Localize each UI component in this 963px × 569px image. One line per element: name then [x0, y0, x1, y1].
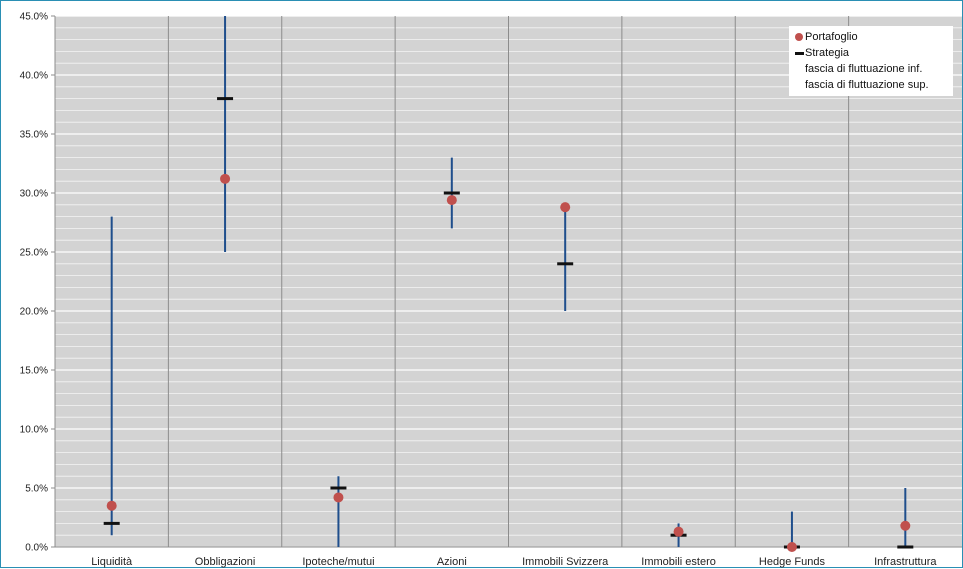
strategia-marker [557, 262, 574, 266]
legend-label: fascia di fluttuazione inf. [805, 63, 923, 75]
strategia-marker [897, 545, 914, 549]
legend-entry-fascia-inf: fascia di fluttuazione inf. [793, 61, 949, 77]
chart-legend: Portafoglio Strategia fascia di fluttuaz… [789, 26, 953, 96]
x-category-label: Hedge Funds [759, 556, 826, 568]
y-tick-label: 35.0% [20, 130, 48, 141]
portafoglio-point [220, 173, 231, 184]
y-tick-label: 0.0% [25, 543, 48, 554]
y-tick-label: 20.0% [20, 307, 48, 318]
portafoglio-point [333, 492, 344, 503]
legend-entry-fascia-sup: fascia di fluttuazione sup. [793, 77, 949, 93]
strategia-marker [330, 486, 347, 490]
x-category-label: Obbligazioni [195, 556, 256, 568]
legend-dot-marker [793, 33, 805, 41]
strategia-marker [443, 191, 460, 195]
portafoglio-point [560, 202, 571, 213]
x-category-label: Ipoteche/mutui [302, 556, 374, 568]
x-category-label: Azioni [437, 556, 467, 568]
legend-label: Strategia [805, 47, 850, 59]
y-tick-label: 15.0% [20, 366, 48, 377]
portafoglio-point [106, 500, 117, 511]
portafoglio-point [673, 526, 684, 537]
y-tick-label: 45.0% [20, 12, 48, 23]
strategia-marker [103, 521, 120, 525]
portafoglio-point [786, 542, 797, 552]
y-tick-label: 5.0% [25, 484, 48, 495]
legend-entry-strategia: Strategia [793, 45, 949, 61]
legend-entry-portafoglio: Portafoglio [793, 29, 949, 45]
y-tick-label: 10.0% [20, 425, 48, 436]
legend-label: fascia di fluttuazione sup. [805, 79, 929, 91]
x-category-label: Infrastruttura [874, 556, 937, 568]
portafoglio-point [900, 520, 911, 531]
y-tick-label: 40.0% [20, 71, 48, 82]
y-tick-label: 25.0% [20, 248, 48, 259]
portafoglio-point [446, 195, 457, 206]
strategia-marker [217, 97, 234, 101]
legend-label: Portafoglio [805, 31, 858, 43]
y-tick-label: 30.0% [20, 189, 48, 200]
x-category-label: Liquidità [91, 556, 133, 568]
x-category-label: Immobili estero [641, 556, 716, 568]
x-category-label: Immobili Svizzera [522, 556, 609, 568]
legend-dash-marker [793, 51, 805, 55]
